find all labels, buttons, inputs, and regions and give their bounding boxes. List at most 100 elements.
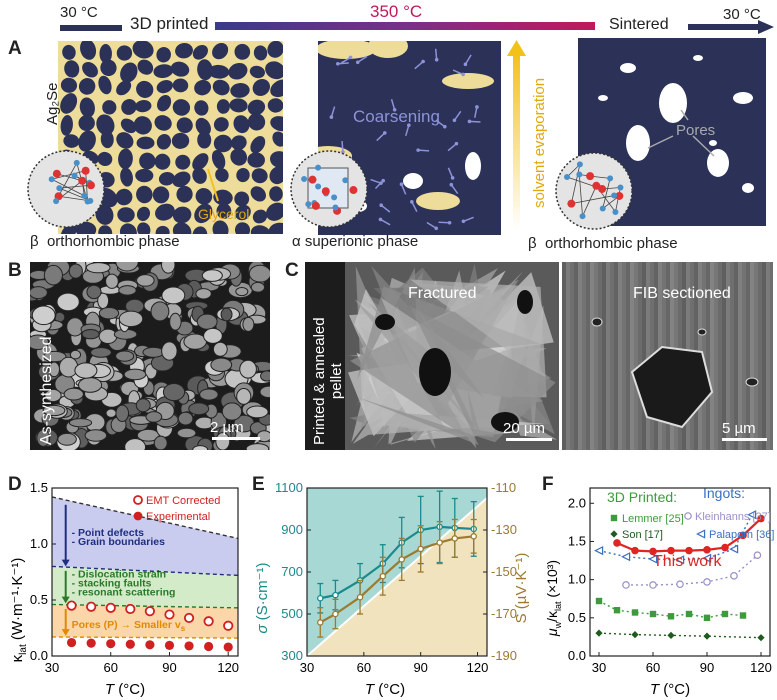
bond xyxy=(85,170,88,202)
grain xyxy=(137,222,151,234)
region-divider xyxy=(306,497,488,657)
fib-streak xyxy=(642,262,646,450)
coarsening-arrowhead xyxy=(434,226,439,231)
pores-label: Pores xyxy=(676,122,716,139)
emt-point xyxy=(144,606,155,617)
annot-dislocation: - Dislocation strain xyxy=(72,569,167,581)
grain xyxy=(98,225,113,234)
annot-pores-sub: s xyxy=(181,624,186,633)
grain xyxy=(250,186,266,202)
palaporn-point xyxy=(675,555,685,565)
grain xyxy=(236,168,250,183)
grain xyxy=(155,203,175,221)
scale-bar-b xyxy=(212,437,260,440)
bond xyxy=(571,195,615,205)
grain xyxy=(79,97,95,118)
experimental-point xyxy=(66,637,77,648)
lemmer-point xyxy=(685,610,693,618)
grain xyxy=(175,154,191,170)
seebeck-point xyxy=(356,593,364,601)
grain xyxy=(234,222,251,234)
e-ylabel-right-units: (µV·K⁻¹) xyxy=(513,553,530,614)
particle xyxy=(212,341,228,357)
e-ylabel-right-sym: S xyxy=(513,613,530,623)
particle xyxy=(161,341,178,361)
fib-streak xyxy=(634,262,638,450)
d-xtick-label: 60 xyxy=(104,660,118,675)
grain xyxy=(60,223,77,234)
coarsening-arrowhead xyxy=(355,60,360,65)
pore xyxy=(707,149,729,177)
palaporn-point xyxy=(747,510,757,520)
scale-label-c1: 20 µm xyxy=(503,420,545,437)
grain xyxy=(121,99,137,115)
kleinhanns-point xyxy=(753,551,762,560)
coarsening-arrowhead xyxy=(461,72,465,77)
coarsening-arrowhead xyxy=(434,57,439,62)
pore xyxy=(630,345,714,429)
coarsening-arrowhead xyxy=(348,55,353,60)
pore xyxy=(517,290,533,314)
annot-grain-boundaries: - Grain boundaries xyxy=(72,536,166,548)
grain xyxy=(176,185,193,203)
palaporn-point xyxy=(621,552,631,562)
coarsening-arrow xyxy=(438,221,450,224)
f-ytick-label: 0.5 xyxy=(568,610,586,625)
particle xyxy=(69,349,82,360)
particle xyxy=(36,429,51,447)
coarsening-arrow xyxy=(340,56,351,64)
grain xyxy=(152,186,170,204)
emt-point xyxy=(164,609,175,620)
grain xyxy=(265,61,283,80)
particle xyxy=(90,347,112,358)
atom xyxy=(586,172,595,181)
grain xyxy=(172,78,189,93)
fib-title: FIB sectioned xyxy=(633,285,731,302)
grain xyxy=(230,148,248,166)
experimental-point xyxy=(223,642,233,652)
coarsening-arrow xyxy=(400,183,407,195)
emt-point xyxy=(105,602,116,613)
coarsening-arrow xyxy=(453,110,462,121)
this-work-label: This work xyxy=(653,553,722,570)
annot-stacking: - stacking faults xyxy=(72,578,152,590)
this-work-point xyxy=(703,546,711,554)
f-ylabel-mu-sub: w xyxy=(553,621,563,629)
panel-label-f: F xyxy=(542,474,554,495)
grain xyxy=(157,95,172,112)
emt-point xyxy=(183,612,195,624)
coarsening-arrowhead xyxy=(454,141,459,146)
particle xyxy=(150,301,170,322)
particle xyxy=(118,310,144,328)
seebeck-point xyxy=(417,545,424,553)
d-xtick-label: 90 xyxy=(162,660,176,675)
experimental-point xyxy=(164,640,175,650)
grain xyxy=(132,41,154,59)
grain xyxy=(250,225,271,234)
d-xtick-label: 120 xyxy=(217,660,239,675)
coarsening-arrow xyxy=(411,201,418,212)
coarsening-arrow xyxy=(414,60,424,70)
crystal-circle xyxy=(27,150,105,228)
atom xyxy=(617,184,624,191)
coarsening-arrow xyxy=(450,184,459,195)
e-xlabel-t: T xyxy=(365,681,376,698)
f-ytick-label: 1.5 xyxy=(568,533,586,548)
pore xyxy=(626,125,650,161)
grain xyxy=(116,45,133,61)
atom xyxy=(576,161,583,168)
e-ytick-right-label: -150 xyxy=(491,564,517,579)
particle xyxy=(57,432,77,446)
bond xyxy=(51,178,85,197)
fib-streak xyxy=(714,262,718,450)
d-ylabel-sub: lat xyxy=(18,644,29,655)
f-plot-frame xyxy=(589,487,771,657)
legend-emt-marker xyxy=(133,495,143,505)
particle xyxy=(124,438,147,450)
grain xyxy=(234,191,250,207)
atom xyxy=(342,177,349,184)
grain xyxy=(136,185,153,204)
coarsening-arrow xyxy=(447,143,457,152)
grain xyxy=(136,206,151,222)
e-xtick-label: 90 xyxy=(413,660,427,675)
